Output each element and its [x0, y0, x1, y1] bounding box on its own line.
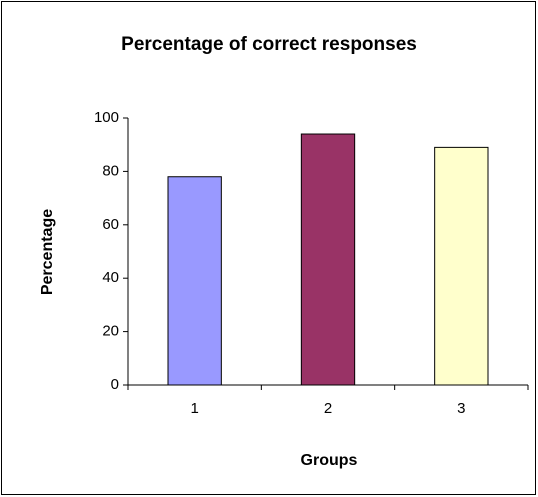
bar	[434, 146, 489, 386]
y-tick-label: 100	[94, 109, 119, 126]
y-tick-label: 20	[102, 323, 119, 340]
chart-title: Percentage of correct responses	[121, 34, 417, 55]
x-tick-label: 3	[457, 400, 465, 417]
y-tick-label: 0	[111, 376, 119, 393]
x-tick-label: 2	[324, 400, 332, 417]
bar	[167, 176, 222, 386]
y-tick-label: 80	[102, 162, 119, 179]
y-tick-label: 40	[102, 269, 119, 286]
x-axis-label: Groups	[301, 452, 358, 469]
y-tick-label: 60	[102, 216, 119, 233]
y-axis-label: Percentage	[39, 209, 56, 295]
bar	[300, 133, 356, 386]
x-tick-label: 1	[190, 400, 198, 417]
